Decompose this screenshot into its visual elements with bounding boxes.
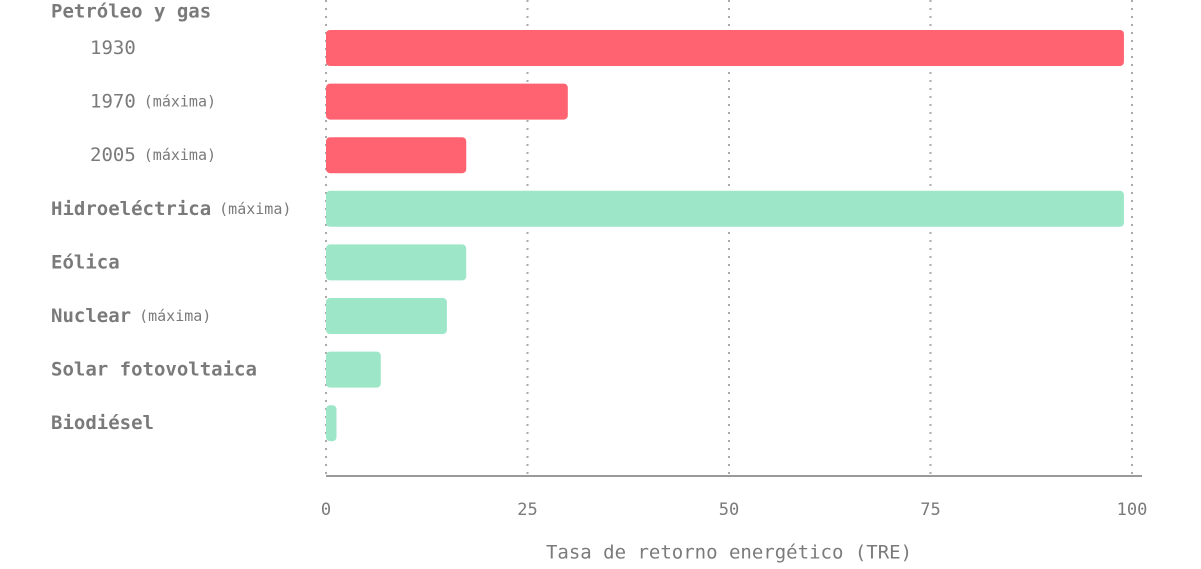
y-tick-label: Eólica [51, 251, 120, 273]
y-tick-label: Solar fotovoltaica [51, 358, 257, 380]
y-tick-label: Hidroeléctrica (máxima) [51, 197, 291, 219]
bar [326, 83, 568, 120]
x-tick-label: 25 [517, 500, 537, 520]
y-tick-label: Nuclear (máxima) [51, 305, 211, 327]
category-name: 1970 [90, 90, 136, 112]
x-tick-label: 100 [1117, 500, 1148, 520]
category-name: Solar fotovoltaica [51, 358, 257, 380]
category-name: Eólica [51, 251, 120, 273]
category-note: (máxima) [144, 92, 216, 110]
category-name: 1930 [90, 37, 136, 59]
bar [326, 298, 447, 334]
category-note: (máxima) [144, 146, 216, 164]
category-name: Biodiésel [51, 412, 154, 434]
y-tick-label: Biodiésel [51, 412, 154, 434]
bar [326, 405, 337, 442]
bar [326, 30, 1124, 66]
group-label: Petróleo y gas [51, 1, 211, 23]
bar [326, 351, 381, 388]
category-name: 2005 [90, 144, 136, 166]
x-tick-label: 0 [321, 500, 331, 520]
category-note: (máxima) [219, 199, 291, 217]
category-note: (máxima) [139, 307, 211, 325]
y-tick-label: 2005 (máxima) [90, 144, 216, 166]
y-tick-label: 1970 (máxima) [90, 90, 216, 112]
category-name: Hidroeléctrica [51, 197, 211, 219]
category-name: Nuclear [51, 305, 131, 327]
x-tick-label: 75 [920, 500, 940, 520]
x-axis-title: Tasa de retorno energético (TRE) [546, 542, 912, 564]
x-tick-label: 50 [719, 500, 739, 520]
y-tick-label: 1930 [90, 37, 136, 59]
bar [326, 137, 467, 174]
bar [326, 244, 467, 281]
bar [326, 190, 1124, 227]
